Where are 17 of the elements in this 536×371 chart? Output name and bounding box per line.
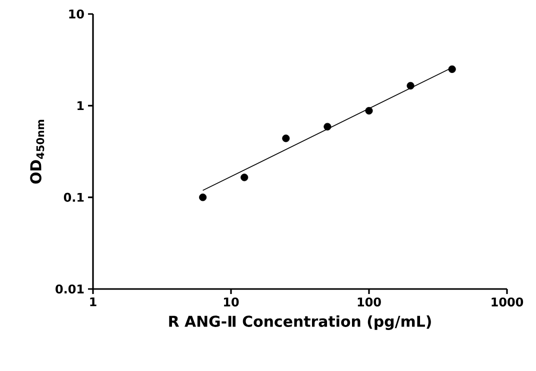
- point: [448, 65, 456, 73]
- y-tick-label: 1: [78, 101, 84, 110]
- y-tick-label: 10: [69, 9, 84, 19]
- x-tick-label: 10: [224, 297, 239, 307]
- x-tick-label: 1: [90, 297, 96, 306]
- x-axis-title: R ANG-Ⅱ Concentration (pg/mL): [169, 315, 431, 330]
- x-tick-label: 1000: [492, 297, 524, 307]
- y-tick-label: 0.1: [64, 192, 84, 202]
- point: [406, 82, 414, 90]
- x-tick-label: 100: [358, 297, 381, 307]
- point: [282, 134, 290, 142]
- point: [199, 194, 207, 202]
- y-axis-title: OD$_{450nm}$: [30, 120, 44, 184]
- point: [324, 122, 332, 130]
- point: [240, 174, 248, 182]
- point: [365, 106, 373, 115]
- y-tick-label: 0.01: [56, 284, 84, 294]
